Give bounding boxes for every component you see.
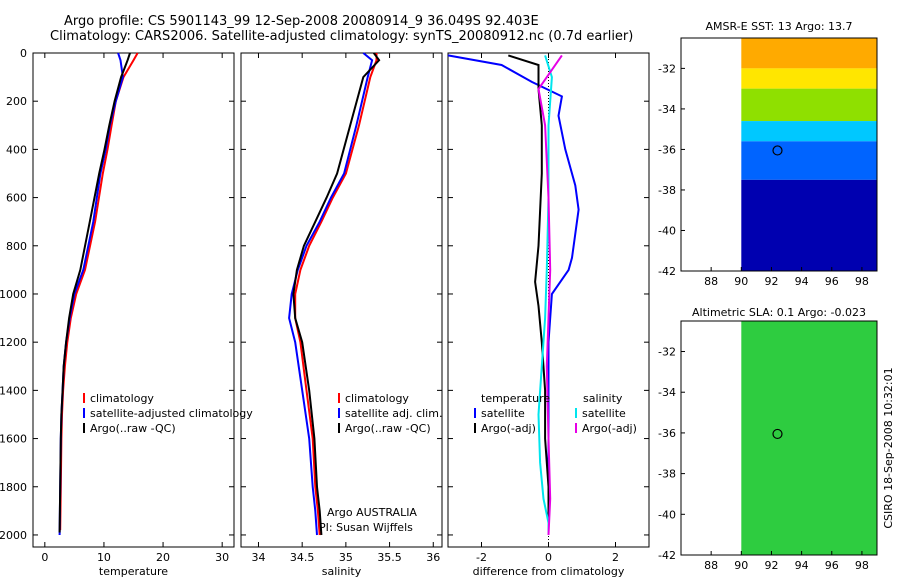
diff-legend-temp-satellite-label: satellite: [481, 407, 525, 420]
altimetric-sla-map-xtick-label: 92: [764, 559, 778, 572]
temperature-profile-xtick-label: 0: [41, 551, 48, 564]
salinity-profile-xtick-label: 35: [339, 551, 353, 564]
amsr-sst-map-band: [741, 38, 877, 69]
amsr-sst-map-ytick-label: -32: [658, 62, 676, 75]
altimetric-sla-map-ytick-label: -36: [658, 427, 676, 440]
amsr-sst-map-ytick-label: -40: [658, 224, 676, 237]
altimetric-sla-map-ytick-label: -42: [658, 549, 676, 562]
temperature-profile-ytick-label: 0: [20, 47, 27, 60]
amsr-sst-map-ytick-label: -36: [658, 143, 676, 156]
amsr-sst-map-xtick-label: 88: [704, 275, 718, 288]
diff-legend-salinity-heading: salinity: [583, 392, 623, 405]
salinity-profile-series-climatology: [294, 53, 378, 536]
temperature-profile-xtick-label: 20: [156, 551, 170, 564]
salinity-profile-xlabel: salinity: [322, 565, 362, 578]
temperature-profile-xtick-label: 10: [97, 551, 111, 564]
altimetric-sla-map-xtick-label: 94: [795, 559, 809, 572]
salinity-profile-xtick-label: 34.5: [290, 551, 315, 564]
difference-profile-xlabel: difference from climatology: [473, 565, 625, 578]
altimetric-sla-map-band: [741, 321, 877, 555]
amsr-sst-map-xtick-label: 92: [764, 275, 778, 288]
amsr-sst-map-xtick-label: 96: [825, 275, 839, 288]
salinity-profile-xtick-label: 36: [426, 551, 440, 564]
diff-legend-sal-argo-label: Argo(-adj): [582, 422, 637, 435]
difference-profile-series-sal_argo: [537, 54, 563, 536]
amsr-sst-map-band: [741, 68, 877, 89]
difference-profile-series-sal_satellite: [537, 55, 553, 535]
amsr-sst-map-band: [741, 141, 877, 180]
temperature-profile-ytick-label: 200: [6, 95, 27, 108]
diff-legend-temp-argo-label: Argo(-adj): [481, 422, 536, 435]
altimetric-sla-map-title: Altimetric SLA: 0.1 Argo: -0.023: [692, 306, 866, 319]
diff-legend-temperature-heading: temperature: [481, 392, 550, 405]
sal-legend-argo-label: Argo(..raw -QC): [345, 422, 431, 435]
title-line-1: Argo profile: CS 5901143_99 12-Sep-2008 …: [64, 14, 539, 29]
diff-legend-sal-satellite-label: satellite: [582, 407, 626, 420]
temp-legend-satellite-label: satellite-adjusted climatology: [90, 407, 253, 420]
argo-annotation-pi: PI: Susan Wijffels: [319, 521, 413, 534]
temperature-profile-ytick-label: 1200: [0, 336, 27, 349]
temp-legend-argo-label: Argo(..raw -QC): [90, 422, 176, 435]
sal-legend-climatology-label: climatology: [345, 392, 409, 405]
amsr-sst-map-ytick-label: -42: [658, 265, 676, 278]
sal-legend-satellite-label: satellite adj. clim.: [345, 407, 442, 420]
difference-profile-series-satellite: [447, 54, 580, 535]
temperature-profile-xtick-label: 30: [215, 551, 229, 564]
temperature-profile-xlabel: temperature: [99, 565, 168, 578]
salinity-profile-series-argo: [292, 52, 381, 536]
amsr-sst-map-ytick-label: -34: [658, 103, 676, 116]
amsr-sst-map-xtick-label: 94: [795, 275, 809, 288]
altimetric-sla-map-ytick-label: -38: [658, 468, 676, 481]
amsr-sst-map-axes-frame: [680, 37, 878, 272]
difference-profile-xtick-label: -2: [476, 551, 487, 564]
temperature-profile-series-climatology: [59, 52, 139, 531]
altimetric-sla-map-ytick-label: -34: [658, 386, 676, 399]
amsr-sst-map-float-marker: [772, 145, 783, 156]
salinity-profile-xtick-label: 34: [251, 551, 265, 564]
salinity-profile-axes-frame: [240, 52, 443, 548]
temperature-profile-series-satellite: [58, 52, 124, 536]
temperature-profile-axes-frame: [32, 52, 235, 548]
temperature-profile-ytick-label: 1400: [0, 384, 27, 397]
temperature-profile-ytick-label: 400: [6, 143, 27, 156]
side-timestamp-label: CSIRO 18-Sep-2008 10:32:01: [882, 367, 895, 528]
altimetric-sla-map-xtick-label: 88: [704, 559, 718, 572]
difference-profile-xtick-label: 2: [612, 551, 619, 564]
salinity-profile-xtick-label: 35.5: [377, 551, 402, 564]
amsr-sst-map-band: [741, 121, 877, 142]
title-line-2: Climatology: CARS2006. Satellite-adjuste…: [50, 29, 634, 44]
difference-profile-xtick-label: 0: [545, 551, 552, 564]
amsr-sst-map-band: [741, 179, 877, 271]
amsr-sst-map-band: [741, 88, 877, 122]
altimetric-sla-map-xtick-label: 96: [825, 559, 839, 572]
altimetric-sla-map-xtick-label: 98: [855, 559, 869, 572]
argo-annotation-program: Argo AUSTRALIA: [327, 506, 417, 519]
altimetric-sla-map-ytick-label: -40: [658, 508, 676, 521]
temperature-profile-series-argo: [58, 52, 131, 533]
temp-legend-climatology-label: climatology: [90, 392, 154, 405]
altimetric-sla-map-xtick-label: 90: [734, 559, 748, 572]
amsr-sst-map-xtick-label: 90: [734, 275, 748, 288]
altimetric-sla-map-float-marker: [772, 428, 783, 440]
amsr-sst-map-xtick-label: 98: [855, 275, 869, 288]
difference-profile-series-argo: [507, 54, 550, 535]
temperature-profile-ytick-label: 600: [6, 192, 27, 205]
amsr-sst-map-title: AMSR-E SST: 13 Argo: 13.7: [705, 20, 852, 33]
temperature-profile-ytick-label: 2000: [0, 529, 27, 542]
temperature-profile-ytick-label: 800: [6, 240, 27, 253]
temperature-profile-ytick-label: 1800: [0, 481, 27, 494]
temperature-profile-ytick-label: 1000: [0, 288, 27, 301]
temperature-profile-ytick-label: 1600: [0, 433, 27, 446]
altimetric-sla-map-ytick-label: -32: [658, 346, 676, 359]
amsr-sst-map-ytick-label: -38: [658, 184, 676, 197]
altimetric-sla-map-axes-frame: [680, 320, 878, 556]
